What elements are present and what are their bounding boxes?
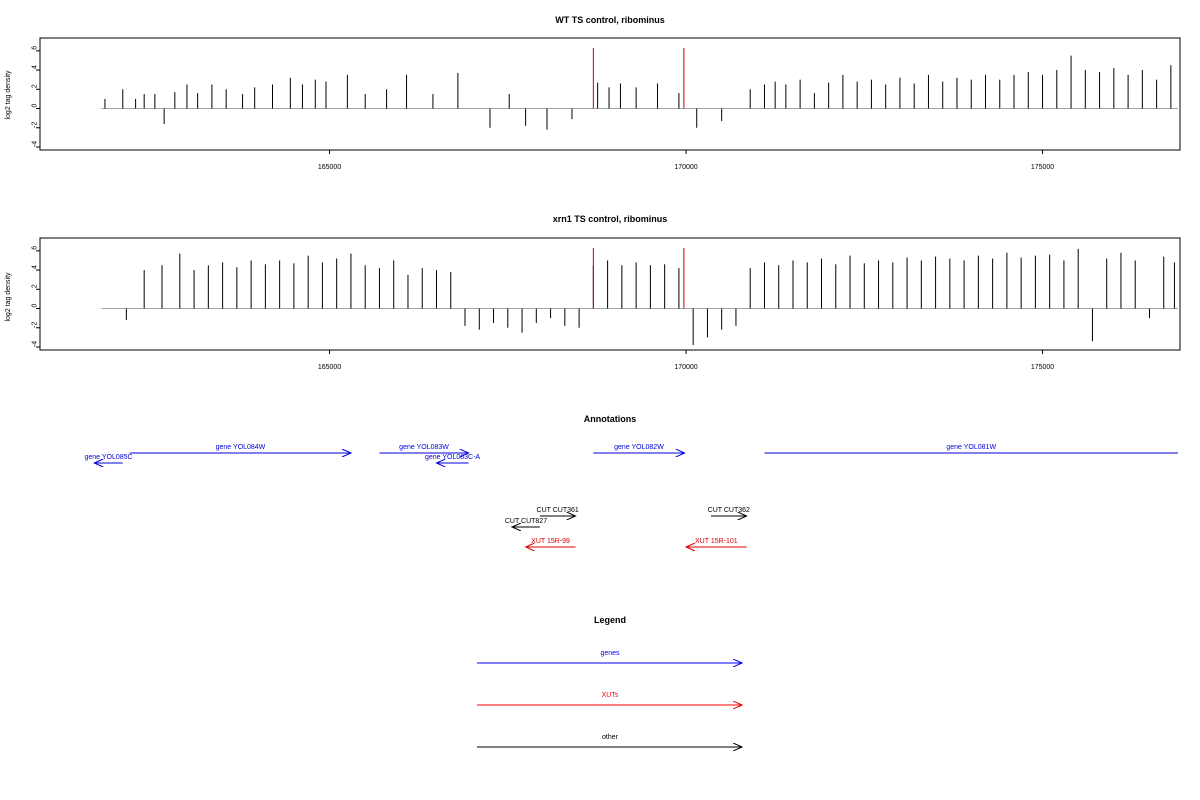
legend-items: genes XUTs other	[477, 650, 742, 747]
y-tick-label: -2	[32, 122, 39, 128]
y-tick-label: -4	[32, 341, 39, 347]
wt-axes: -4 -2 0 2 4 6 165000 170000 175000	[32, 46, 1055, 171]
annotation-label: gene YOL084W	[216, 444, 266, 451]
wt-y-axis-label: log2 tag density	[5, 70, 12, 120]
y-tick-label: -2	[32, 322, 39, 328]
x-tick-label: 175000	[1031, 164, 1054, 171]
annotation-label: gene YOL085C	[84, 454, 132, 461]
legend-title: Legend	[594, 615, 626, 625]
legend-label: other	[602, 734, 619, 741]
y-tick-label: 4	[32, 65, 39, 69]
y-tick-label: 4	[32, 265, 39, 269]
x-tick-label: 165000	[318, 364, 341, 371]
legend-panel: Legend genes XUTs other	[477, 615, 742, 747]
y-tick-label: 6	[32, 46, 39, 50]
y-tick-label: 0	[32, 303, 39, 307]
legend-label: genes	[600, 650, 620, 657]
wt-plot-frame	[39, 37, 1181, 151]
y-tick-label: 2	[32, 84, 39, 88]
annotation-label: CUT CUT362	[708, 507, 750, 514]
y-tick-label: 6	[32, 246, 39, 250]
annotation-label: gene YOL081W	[946, 444, 996, 451]
xrn1-axes: -4 -2 0 2 4 6 165000 170000 175000	[32, 246, 1055, 371]
xrn1-track-title: xrn1 TS control, ribominus	[553, 214, 668, 224]
x-tick-label: 165000	[318, 164, 341, 171]
y-tick-label: 0	[32, 103, 39, 107]
wt-track-title: WT TS control, ribominus	[555, 15, 665, 25]
xrn1-plot-frame	[39, 237, 1181, 351]
annotation-label: gene YOL083W	[399, 444, 449, 451]
legend-label: XUTs	[602, 692, 619, 699]
annotation-label: gene YOL082W	[614, 444, 664, 451]
x-tick-label: 170000	[674, 364, 697, 371]
annotation-label: XUT 15R-101	[695, 538, 738, 545]
annotation-label: CUT CUT827	[505, 518, 547, 525]
xrn1-y-axis-label: log2 tag density	[5, 272, 12, 322]
annotation-items: gene YOL085C gene YOL084W gene YOL083W gene…	[84, 444, 1178, 547]
wt-track-panel: WT TS control, ribominus log2 tag densit…	[5, 15, 1181, 171]
wt-bars	[101, 47, 1178, 130]
x-tick-label: 175000	[1031, 364, 1054, 371]
xrn1-bars	[101, 247, 1178, 346]
annotation-label: CUT CUT361	[537, 507, 579, 514]
annotation-label: gene YOL083C-A	[425, 454, 480, 461]
annotation-label: XUT 15R-99	[531, 538, 570, 545]
y-tick-label: -4	[32, 141, 39, 147]
y-tick-label: 2	[32, 284, 39, 288]
x-tick-label: 170000	[674, 164, 697, 171]
xrn1-track-panel: xrn1 TS control, ribominus log2 tag dens…	[5, 214, 1181, 371]
annotations-title: Annotations	[584, 414, 637, 424]
